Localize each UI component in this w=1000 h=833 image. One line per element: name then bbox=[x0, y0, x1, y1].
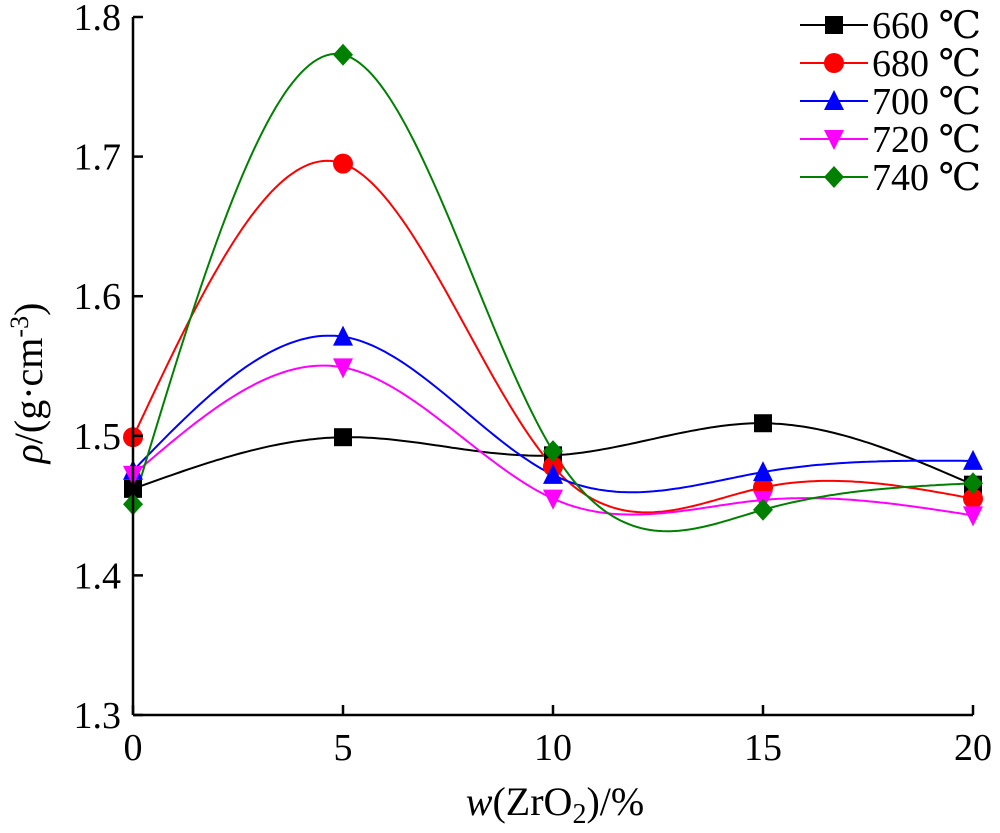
y-tick-label: 1.7 bbox=[74, 137, 122, 179]
data-point bbox=[543, 440, 563, 463]
data-point bbox=[334, 428, 352, 447]
data-point bbox=[333, 43, 353, 66]
y-axis-title: ρ/(g·cm-3) bbox=[5, 303, 51, 466]
legend-item: 740 ℃ bbox=[800, 157, 981, 199]
legend-marker bbox=[825, 16, 843, 34]
y-tick-label: 1.8 bbox=[74, 0, 122, 39]
data-point bbox=[754, 414, 772, 433]
x-tick-label: 0 bbox=[124, 727, 143, 769]
data-point bbox=[753, 461, 773, 482]
legend-label: 680 ℃ bbox=[872, 43, 981, 85]
x-axis-title-open: ( bbox=[492, 779, 505, 824]
x-axis-title-rest: )/% bbox=[586, 779, 644, 824]
data-point bbox=[963, 472, 983, 495]
x-ticks: 0 5 10 15 20 bbox=[124, 705, 992, 769]
y-tick-label: 1.5 bbox=[74, 416, 122, 458]
data-point bbox=[333, 153, 353, 174]
y-axis-title-close: ) bbox=[6, 303, 51, 316]
legend-marker bbox=[824, 130, 844, 150]
legend-marker bbox=[824, 166, 844, 188]
legend-item: 680 ℃ bbox=[800, 43, 981, 85]
data-point bbox=[333, 325, 353, 346]
legend-item: 720 ℃ bbox=[800, 119, 981, 161]
legend-label: 660 ℃ bbox=[872, 5, 981, 47]
x-tick-label: 15 bbox=[744, 727, 782, 769]
data-point bbox=[963, 488, 983, 509]
y-ticks: 1.3 1.4 1.5 1.6 1.7 1.8 bbox=[74, 0, 143, 737]
axes bbox=[131, 17, 973, 717]
y-axis-title-prefix: ρ bbox=[6, 444, 51, 465]
data-point bbox=[543, 463, 563, 484]
legend-marker bbox=[824, 53, 844, 73]
y-tick-label: 1.6 bbox=[74, 276, 122, 318]
x-tick-label: 10 bbox=[534, 727, 572, 769]
x-tick-label: 20 bbox=[954, 727, 992, 769]
data-point bbox=[753, 498, 773, 521]
data-point bbox=[963, 506, 983, 527]
y-axis-title-body: /(g·cm bbox=[6, 338, 51, 445]
x-axis-title: w(ZrO2)/% bbox=[466, 779, 644, 830]
legend-item: 660 ℃ bbox=[800, 5, 981, 47]
series-markers bbox=[123, 43, 983, 527]
legend-marker bbox=[824, 90, 844, 110]
legend-item: 700 ℃ bbox=[800, 81, 981, 123]
y-tick-label: 1.4 bbox=[74, 555, 122, 597]
x-tick-label: 5 bbox=[334, 727, 353, 769]
data-point bbox=[543, 489, 563, 510]
x-axis-title-formula: ZrO bbox=[506, 779, 573, 824]
legend-label: 720 ℃ bbox=[872, 119, 981, 161]
legend-label: 740 ℃ bbox=[872, 157, 981, 199]
legend-label: 700 ℃ bbox=[872, 81, 981, 123]
y-tick-label: 1.3 bbox=[74, 695, 122, 737]
y-axis-title-superscript: -3 bbox=[5, 316, 34, 338]
data-point bbox=[963, 449, 983, 470]
x-axis-title-prefix: w bbox=[466, 779, 493, 824]
x-axis-title-subscript: 2 bbox=[572, 799, 586, 830]
data-point bbox=[333, 358, 353, 379]
